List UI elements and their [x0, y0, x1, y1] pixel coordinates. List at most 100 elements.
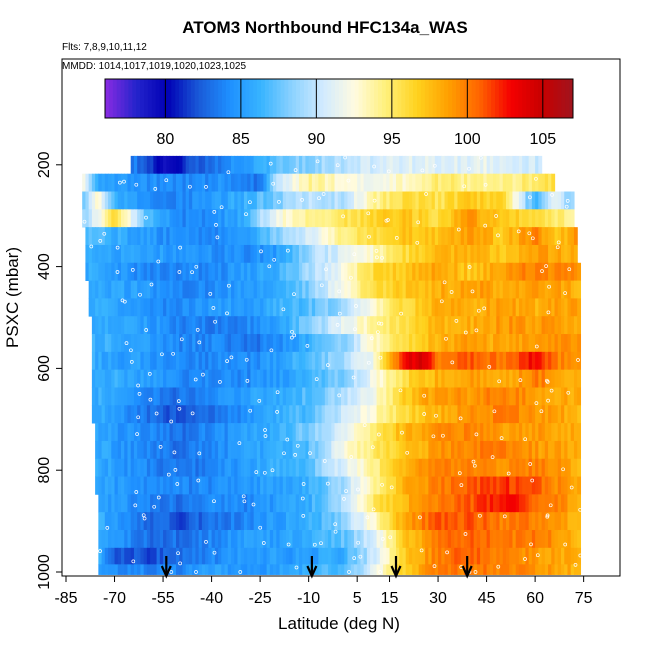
heat-cell	[567, 530, 572, 549]
heat-cell	[528, 334, 533, 353]
heat-cell	[451, 227, 455, 246]
heat-cell	[383, 244, 387, 264]
heat-cell	[463, 440, 468, 460]
heat-cell	[227, 209, 232, 228]
heat-cell	[305, 547, 310, 565]
heat-cell	[428, 458, 433, 477]
heat-cell	[531, 298, 536, 317]
heat-cell	[541, 405, 546, 424]
heat-cell	[140, 155, 145, 175]
heat-cell	[150, 227, 154, 246]
heat-cell	[159, 530, 164, 549]
heat-cell	[357, 440, 362, 460]
heat-cell	[192, 351, 197, 371]
heat-cell	[399, 547, 404, 565]
heat-cell	[289, 547, 294, 565]
sample-dot	[242, 499, 247, 504]
heat-cell	[473, 405, 478, 424]
colorbar-swatch	[545, 79, 551, 118]
sample-dot	[432, 163, 437, 168]
heat-cell	[227, 476, 232, 495]
heat-cell	[567, 405, 572, 424]
heat-cell	[211, 476, 216, 495]
heat-cell	[405, 369, 410, 388]
heat-cell	[182, 387, 187, 406]
heat-cell	[573, 564, 578, 575]
heat-cell	[561, 209, 565, 228]
heat-cell	[341, 494, 345, 513]
heat-cell	[396, 262, 400, 281]
heat-cell	[334, 351, 339, 371]
heat-cell	[315, 244, 319, 264]
heat-cell	[221, 155, 226, 175]
heat-cell	[156, 334, 161, 353]
heat-cell	[577, 280, 582, 299]
heat-cell	[224, 280, 229, 299]
heat-cell	[331, 547, 336, 565]
heat-cell	[451, 423, 455, 442]
heat-cell	[298, 494, 303, 513]
heat-cell	[172, 351, 177, 371]
heat-cell	[108, 369, 112, 388]
heat-cell	[499, 547, 504, 565]
heat-cell	[373, 155, 378, 175]
heat-cell	[85, 209, 90, 228]
heat-cell	[328, 423, 332, 442]
heat-cell	[188, 227, 193, 246]
colorbar-swatch	[487, 79, 492, 118]
heat-cell	[408, 405, 413, 424]
heat-cell	[211, 244, 216, 264]
heat-cell	[353, 423, 358, 442]
heat-cell	[389, 173, 394, 192]
heat-cell	[379, 440, 384, 460]
heat-cell	[489, 351, 494, 371]
sample-dot	[326, 481, 330, 486]
heat-cell	[434, 458, 439, 477]
heat-cell	[360, 155, 365, 175]
sample-dot	[254, 470, 259, 474]
heat-cell	[263, 530, 268, 549]
heat-cell	[396, 405, 400, 424]
heat-cell	[240, 547, 245, 565]
heat-cell	[192, 334, 197, 353]
heat-cell	[250, 173, 255, 192]
heat-cell	[509, 387, 514, 406]
heat-cell	[121, 369, 125, 388]
heat-cell	[518, 387, 523, 406]
heat-cell	[234, 351, 239, 371]
heat-cell	[554, 316, 559, 335]
heat-cell	[444, 564, 449, 575]
heat-cell	[341, 476, 345, 495]
heat-cell	[408, 387, 413, 406]
heat-cell	[425, 209, 429, 228]
heat-cell	[399, 405, 404, 424]
heat-cell	[486, 387, 491, 406]
heat-cell	[133, 564, 138, 575]
heat-cell	[166, 191, 171, 210]
heat-cell	[308, 298, 313, 317]
heat-cell	[205, 476, 209, 495]
heat-cell	[328, 369, 332, 388]
heat-cell	[353, 209, 358, 228]
heat-cell	[298, 530, 303, 549]
heat-cell	[412, 244, 417, 264]
heat-cell	[347, 423, 352, 442]
heat-cell	[240, 512, 245, 531]
heat-cell	[256, 440, 261, 460]
heat-cell	[146, 351, 151, 371]
heat-cell	[143, 316, 148, 335]
heat-cell	[279, 458, 284, 477]
heat-cell	[195, 440, 200, 460]
heat-cell	[192, 191, 197, 210]
sample-dot	[483, 182, 488, 187]
heat-cell	[515, 512, 520, 531]
heat-cell	[88, 173, 93, 192]
heat-cell	[192, 316, 197, 335]
heat-cell	[467, 155, 472, 175]
heat-cell	[176, 547, 180, 565]
heat-cell	[515, 530, 520, 549]
heat-cell	[528, 440, 533, 460]
heat-cell	[476, 262, 481, 281]
heat-cell	[483, 244, 488, 264]
heat-cell	[525, 564, 530, 575]
